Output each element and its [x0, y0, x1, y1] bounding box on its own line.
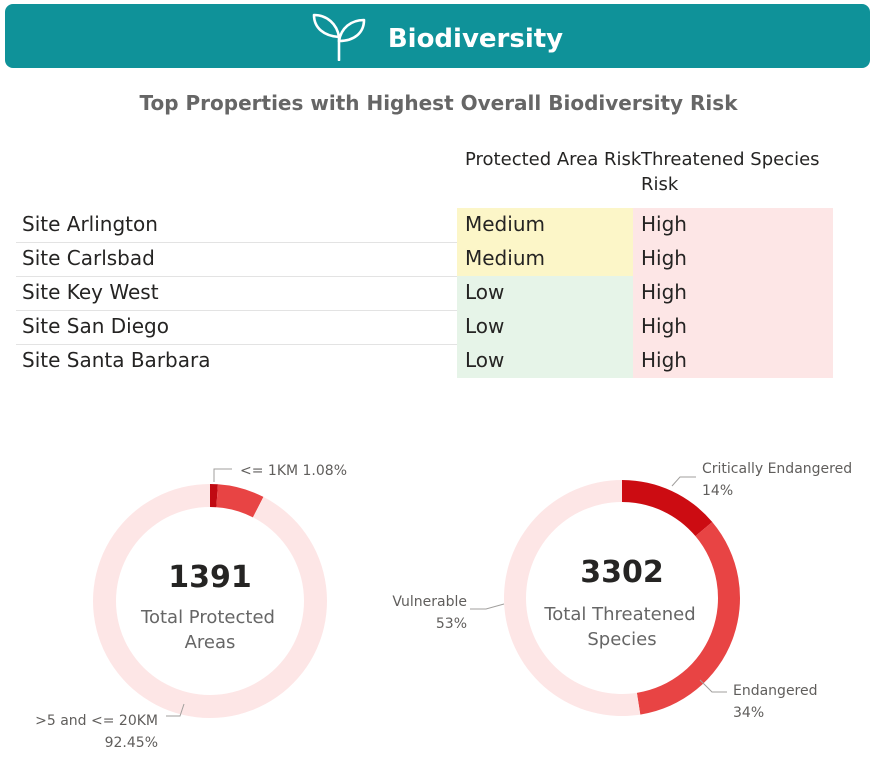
data-label-5-20km-name: >5 and <= 20KM	[35, 713, 158, 729]
table-row[interactable]: Site Carlsbad Medium High	[16, 242, 833, 277]
leader-line	[699, 679, 727, 693]
site-name: Site San Diego	[22, 314, 169, 338]
data-label-vulnerable-value: 53%	[436, 616, 467, 632]
slice-endangered[interactable]	[636, 521, 740, 715]
leader-line	[671, 476, 696, 487]
threatened-risk-cell: High	[633, 310, 833, 344]
threatened-risk-cell: High	[633, 344, 833, 378]
center-value: 1391	[168, 560, 252, 595]
table-row[interactable]: Site Key West Low High	[16, 276, 833, 311]
site-name: Site Key West	[22, 280, 159, 304]
data-label-critically-endangered-value: 14%	[702, 483, 733, 499]
data-label-vulnerable-name: Vulnerable	[392, 594, 467, 610]
row-divider	[16, 276, 457, 277]
data-label-endangered-name: Endangered	[733, 683, 818, 699]
protected-areas-donut[interactable]	[92, 484, 327, 718]
center-label-line: Total Threatened	[543, 604, 695, 625]
leader-line	[166, 703, 185, 717]
threatened-risk-cell: High	[633, 242, 833, 276]
protected-risk-cell: Medium	[457, 208, 633, 242]
site-name: Site Carlsbad	[22, 246, 155, 270]
center-label-line: Species	[587, 629, 656, 650]
table-title: Top Properties with Highest Overall Biod…	[139, 91, 738, 115]
page-title: Biodiversity	[387, 24, 564, 54]
data-label-endangered-value: 34%	[733, 705, 764, 721]
data-label-5-20km-value: 92.45%	[105, 735, 158, 751]
row-divider	[16, 344, 457, 345]
table-row[interactable]: Site San Diego Low High	[16, 310, 833, 345]
protected-risk-cell: Low	[457, 344, 633, 378]
column-header-threatened[interactable]: Threatened Species Risk	[641, 149, 820, 195]
leader-line	[470, 603, 505, 610]
data-label-critically-endangered-name: Critically Endangered	[702, 461, 852, 477]
threatened-risk-cell: High	[633, 276, 833, 310]
column-header-protected[interactable]: Protected Area Risk	[465, 149, 642, 170]
data-label-1km: <= 1KM 1.08%	[240, 463, 347, 479]
center-value: 3302	[580, 555, 664, 590]
slice-vulnerable[interactable]	[504, 480, 641, 717]
protected-risk-cell: Low	[457, 310, 633, 344]
sprout-icon	[312, 11, 366, 61]
center-label-line: Areas	[185, 632, 236, 653]
row-divider	[16, 310, 457, 311]
slice-1km[interactable]	[210, 484, 218, 508]
site-name: Site Santa Barbara	[22, 348, 211, 372]
threatened-risk-cell: High	[633, 208, 833, 242]
table-row[interactable]: Site Santa Barbara Low High	[16, 344, 833, 378]
slice-critically-endangered[interactable]	[622, 480, 713, 537]
header-banner: Biodiversity	[5, 4, 870, 68]
slice-1-and-5km[interactable]	[216, 484, 264, 518]
threatened-species-donut[interactable]	[504, 480, 740, 717]
leader-line	[213, 468, 232, 482]
center-label-line: Total Protected	[140, 607, 275, 628]
protected-risk-cell: Medium	[457, 242, 633, 276]
protected-risk-cell: Low	[457, 276, 633, 310]
slice-5-and-20km[interactable]	[92, 484, 327, 718]
table-row[interactable]: Site Arlington Medium High	[16, 208, 833, 243]
row-divider	[16, 242, 457, 243]
site-name: Site Arlington	[22, 212, 158, 236]
